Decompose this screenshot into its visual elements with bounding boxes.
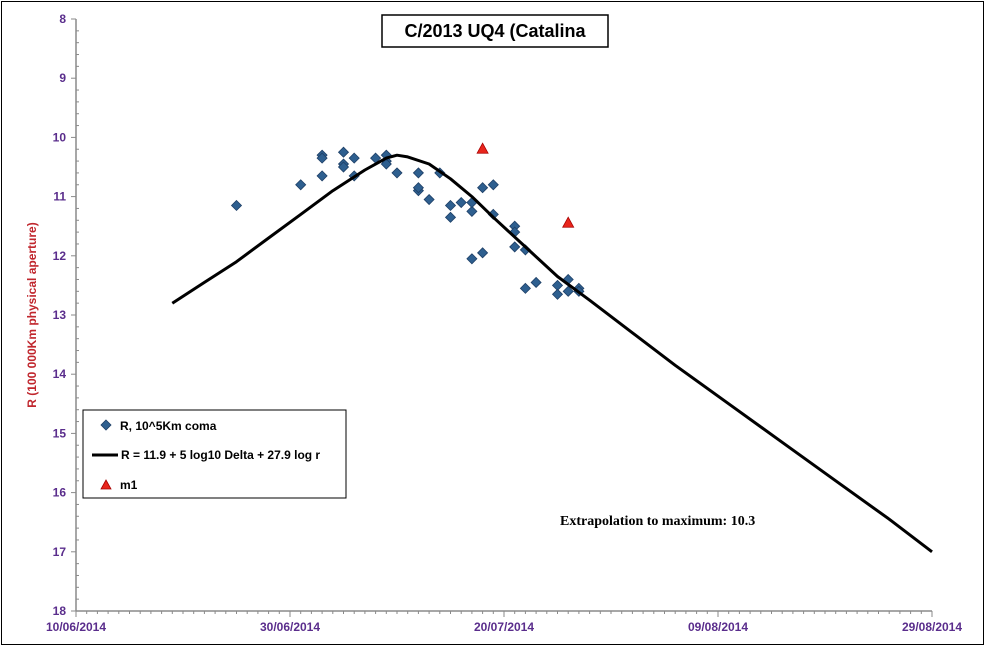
data-point <box>348 152 360 164</box>
data-point <box>412 182 424 194</box>
data-point <box>455 196 467 209</box>
legend-label-fit: R = 11.9 + 5 log10 Delta + 27.9 log r <box>121 448 320 462</box>
data-point <box>519 282 531 294</box>
series-1 <box>171 153 933 553</box>
y-tick-label: 16 <box>53 486 67 500</box>
data-point <box>551 288 564 300</box>
data-point <box>444 199 457 212</box>
legend-box <box>82 409 347 499</box>
x-tick-label: 09/08/2014 <box>688 620 748 634</box>
y-tick-label: 10 <box>53 130 67 144</box>
data-point <box>562 216 575 228</box>
legend-marker-triangle <box>100 479 112 490</box>
chart-title-box: C/2013 UQ4 (Catalina <box>381 14 609 48</box>
x-tick-label: 10/06/2014 <box>46 620 106 634</box>
data-point <box>466 253 478 265</box>
x-ticks: 10/06/2014 30/06/2014 20/07/2014 09/08/2014… <box>46 611 962 634</box>
chart-title: C/2013 UQ4 (Catalina <box>404 21 586 41</box>
data-point <box>477 182 489 194</box>
data-point <box>562 285 574 297</box>
data-point <box>509 241 521 253</box>
y-tick-label: 18 <box>53 604 67 618</box>
y-tick-label: 9 <box>59 71 66 85</box>
y-axis-label: R (100 000Km physical aperture) <box>25 222 39 407</box>
x-tick-label: 29/08/2014 <box>902 620 962 634</box>
data-point <box>316 170 328 182</box>
fit-curve <box>171 153 933 553</box>
data-point <box>391 167 403 179</box>
series-layer <box>171 142 933 553</box>
axes <box>75 19 932 612</box>
data-point <box>337 161 350 173</box>
legend-label-coma: R, 10^5Km coma <box>120 419 217 433</box>
data-point <box>476 142 489 154</box>
x-tick-label: 20/07/2014 <box>474 620 534 634</box>
data-point <box>466 205 478 217</box>
data-point <box>316 152 328 164</box>
data-point <box>477 247 489 259</box>
data-point <box>295 179 307 191</box>
y-tick-label: 11 <box>53 190 66 204</box>
y-tick-label: 17 <box>53 545 67 559</box>
legend: R, 10^5Km coma R = 11.9 + 5 log10 Delta … <box>82 409 347 499</box>
legend-marker-diamond <box>100 419 112 431</box>
data-point <box>423 193 435 206</box>
y-tick-label: 13 <box>53 308 67 322</box>
data-point <box>412 167 424 179</box>
data-point <box>230 199 243 212</box>
x-tick-label: 30/06/2014 <box>260 620 320 634</box>
y-tick-label: 12 <box>53 249 67 263</box>
series-0 <box>230 146 585 300</box>
title-box <box>381 14 609 48</box>
series-2 <box>476 142 575 228</box>
data-point <box>530 276 542 289</box>
y-ticks: 8 9 10 11 12 13 14 15 16 17 18 <box>53 12 79 618</box>
y-tick-label: 15 <box>53 426 67 440</box>
data-point <box>337 146 350 158</box>
data-point <box>487 179 499 191</box>
y-tick-label: 14 <box>53 367 67 381</box>
data-point <box>380 158 392 170</box>
legend-label-m1: m1 <box>120 478 138 492</box>
data-point <box>444 211 457 223</box>
annotation-extrapolation: Extrapolation to maximum: 10.3 <box>560 514 755 529</box>
y-tick-label: 8 <box>59 12 66 26</box>
